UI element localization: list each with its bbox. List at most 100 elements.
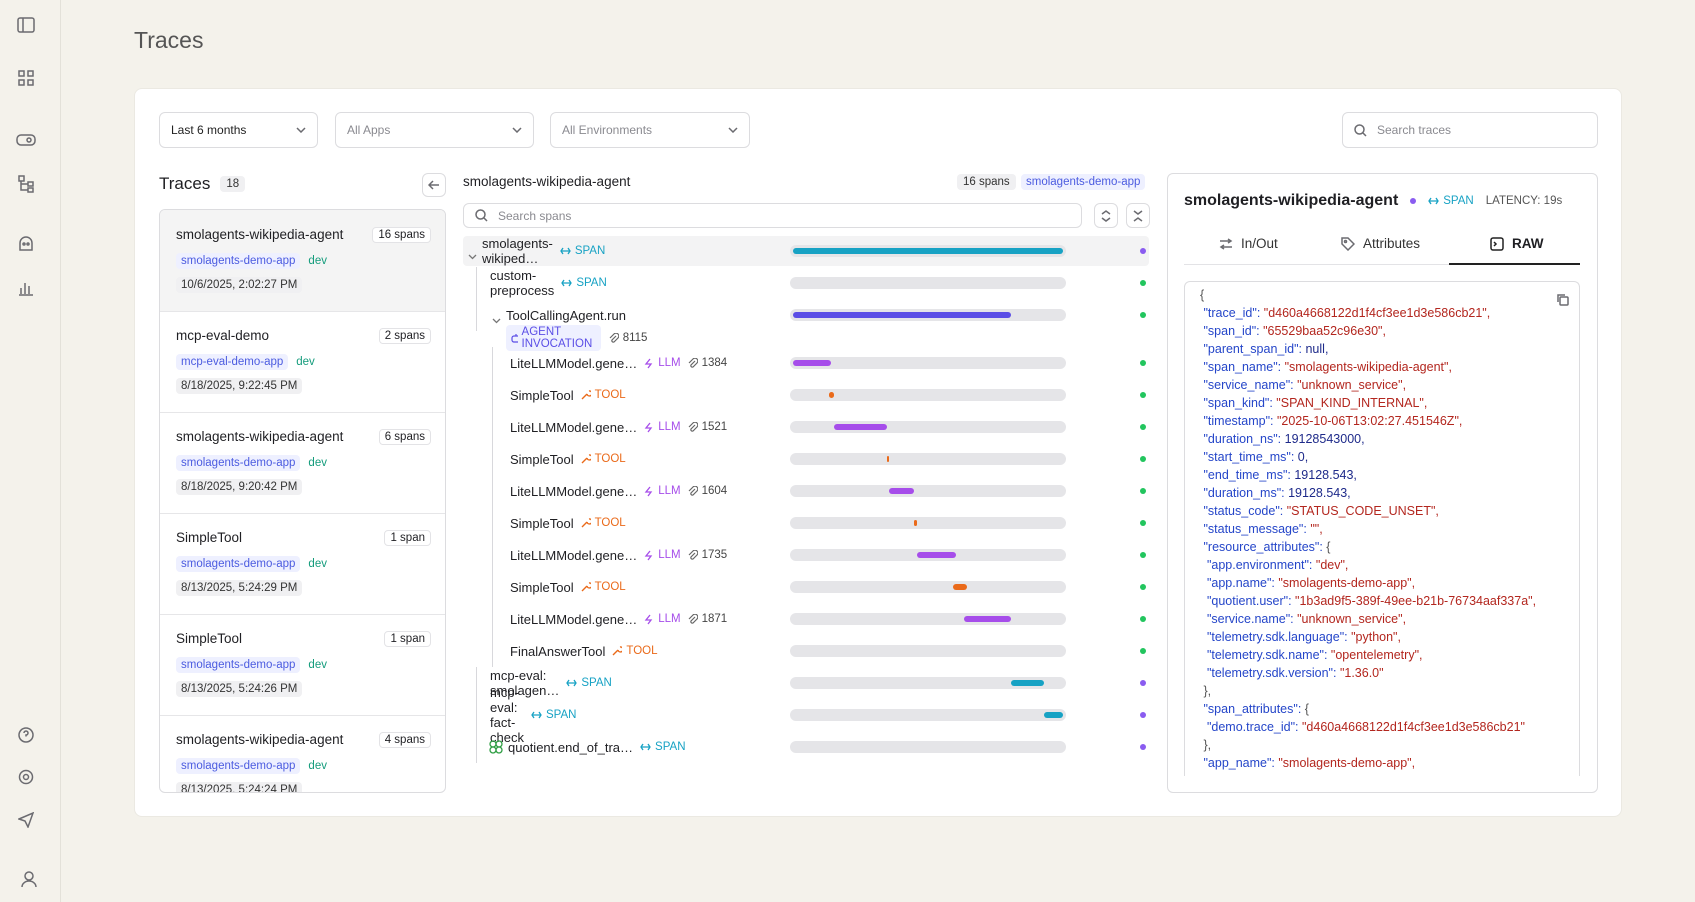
span-row[interactable]: LiteLLMModel.gene… LLM 1521 — [510, 418, 727, 436]
span-name: mcp-eval: fact-check — [490, 685, 524, 745]
tree-line — [492, 379, 493, 411]
collapse-all-button[interactable] — [1126, 203, 1150, 228]
nav-icon[interactable] — [17, 17, 35, 33]
nav-icon[interactable] — [18, 70, 34, 86]
placeholder: Search spans — [498, 208, 572, 223]
tokens: 8115 — [622, 332, 648, 344]
nav-icon[interactable] — [18, 175, 34, 193]
json-line: "start_time_ms": 0, — [1200, 448, 1308, 466]
trace-item[interactable]: smolagents-wikipedia-agent 16 spans smolag… — [160, 210, 445, 312]
tree-line — [476, 699, 477, 731]
span-name: quotient.end_of_tra… — [508, 739, 634, 755]
json-punct: }, — [1200, 738, 1212, 752]
nav-icon[interactable] — [18, 280, 34, 296]
json-line: "service_name": "unknown_service", — [1200, 376, 1406, 394]
trace-item[interactable]: SimpleTool 1 span smolagents-demo-app dev 8/… — [160, 513, 445, 615]
env-tag: dev — [308, 659, 327, 671]
span-row[interactable]: SimpleTool TOOL — [510, 386, 626, 404]
json-key: "app_name": — [1200, 756, 1279, 770]
tab-label: RAW — [1512, 236, 1544, 251]
json-line: "telemetry.sdk.language": "python", — [1200, 628, 1401, 646]
timeline-bar — [914, 520, 917, 526]
span-row[interactable]: SimpleTool TOOL — [510, 578, 626, 596]
caret[interactable] — [468, 247, 477, 265]
copy-button[interactable] — [1556, 293, 1569, 306]
nav-icon[interactable] — [18, 236, 34, 252]
filter-select[interactable]: All Apps — [335, 112, 534, 148]
json-line: "span_name": "smolagents-wikipedia-agent… — [1200, 358, 1451, 376]
search-traces[interactable]: Search traces — [1342, 112, 1598, 148]
tab[interactable]: Attributes — [1341, 236, 1420, 251]
tab[interactable]: In/Out — [1219, 236, 1278, 251]
nav-icon[interactable] — [18, 812, 34, 828]
detail-title: smolagents-wikipedia-agent — [1184, 192, 1399, 209]
expand-button[interactable] — [1094, 203, 1118, 228]
timeline-track — [790, 741, 1066, 753]
tree-line — [492, 347, 493, 379]
timeline-bar — [916, 552, 956, 558]
nav-icon[interactable] — [21, 871, 37, 887]
json-line: "trace_id": "d460a4668122d1f4cf3ee1d3e58… — [1200, 304, 1490, 322]
span-row[interactable]: mcp-eval: fact-check SPAN — [490, 685, 576, 745]
timestamp: 8/13/2025, 5:24:24 PM — [176, 782, 303, 792]
json-key: "resource_attributes": — [1200, 540, 1327, 554]
nav-icon[interactable] — [18, 769, 34, 785]
status-dot — [1410, 198, 1417, 204]
json-line: "telemetry.sdk.name": "opentelemetry", — [1200, 646, 1423, 664]
detail-header: smolagents-wikipedia-agent SPAN LATENCY:… — [1184, 190, 1562, 212]
collapse-button[interactable] — [422, 173, 446, 197]
caret[interactable] — [492, 311, 501, 329]
tab-label: Attributes — [1363, 236, 1421, 251]
json-key: "duration_ms": — [1200, 486, 1289, 500]
span-row[interactable]: LiteLLMModel.gene… LLM 1735 — [510, 546, 727, 564]
tree-line — [476, 731, 477, 763]
json-key: "span_attributes": — [1200, 702, 1305, 716]
json-line: "status_message": "", — [1200, 520, 1322, 538]
span-row[interactable]: SimpleTool TOOL — [510, 450, 626, 468]
tree-line — [492, 635, 493, 667]
filter-select[interactable]: All Environments — [550, 112, 750, 148]
kind-badge: TOOL — [581, 581, 626, 593]
status-dot — [1140, 712, 1146, 718]
app-tag: smolagents-demo-app — [176, 455, 301, 471]
page-title: Traces — [134, 27, 204, 53]
kind: SPAN — [655, 741, 686, 753]
json-key: "demo.trace_id": — [1200, 720, 1302, 734]
span-row[interactable]: FinalAnswerTool TOOL — [510, 642, 657, 660]
trace-item[interactable]: smolagents-wikipedia-agent 6 spans smolage… — [160, 412, 445, 514]
json-value: "STATUS_CODE_UNSET", — [1286, 504, 1439, 518]
trace-item[interactable]: mcp-eval-demo 2 spans mcp-eval-demo-app dev… — [160, 311, 445, 413]
span-row[interactable]: smolagents-wikiped… SPAN — [482, 236, 605, 266]
json-line: { — [1200, 286, 1204, 304]
span-row[interactable]: mcp-eval: smolagen… SPAN — [490, 668, 612, 698]
tags: smolagents-demo-app dev — [176, 556, 327, 572]
span-name: SimpleTool — [510, 451, 574, 467]
json-line: "timestamp": "2025-10-06T13:02:27.451546… — [1200, 412, 1462, 430]
tab[interactable]: RAW — [1490, 236, 1544, 251]
json-key: "start_time_ms": — [1200, 450, 1298, 464]
json-line: "parent_span_id": null, — [1200, 340, 1328, 358]
trace-item[interactable]: SimpleTool 1 span smolagents-demo-app dev 8/… — [160, 614, 445, 716]
env-tag: dev — [308, 760, 327, 772]
span-row[interactable]: ToolCallingAgent.run — [506, 306, 626, 324]
json-line: "span_kind": "SPAN_KIND_INTERNAL", — [1200, 394, 1427, 412]
span-row[interactable]: LiteLLMModel.gene… LLM 1871 — [510, 610, 727, 628]
span-row[interactable]: SimpleTool TOOL — [510, 514, 626, 532]
nav-icon[interactable] — [16, 131, 36, 147]
json-key: "app.environment": — [1200, 558, 1316, 572]
span-row[interactable]: LiteLLMModel.gene… LLM 1604 — [510, 482, 727, 500]
span-row[interactable]: custom-preprocess SPAN — [490, 268, 607, 298]
json-key: "app.name": — [1200, 576, 1279, 590]
timeline-bar — [792, 248, 1064, 254]
filter-select[interactable]: Last 6 months — [159, 112, 318, 148]
span-name: LiteLLMModel.gene… — [510, 419, 638, 435]
search-spans[interactable]: Search spans — [463, 203, 1082, 228]
span-count: 4 spans — [378, 732, 431, 748]
span-row[interactable]: quotient.end_of_tra… SPAN — [508, 738, 686, 756]
trace-name: smolagents-wikipedia-agent — [176, 429, 344, 444]
nav-icon[interactable] — [18, 727, 34, 743]
span-row[interactable]: LiteLLMModel.gene… LLM 1384 — [510, 354, 727, 372]
span-name: LiteLLMModel.gene… — [510, 355, 638, 371]
app-tag: smolagents-demo-app — [176, 253, 301, 269]
trace-item[interactable]: smolagents-wikipedia-agent 4 spans smolage… — [160, 715, 445, 792]
